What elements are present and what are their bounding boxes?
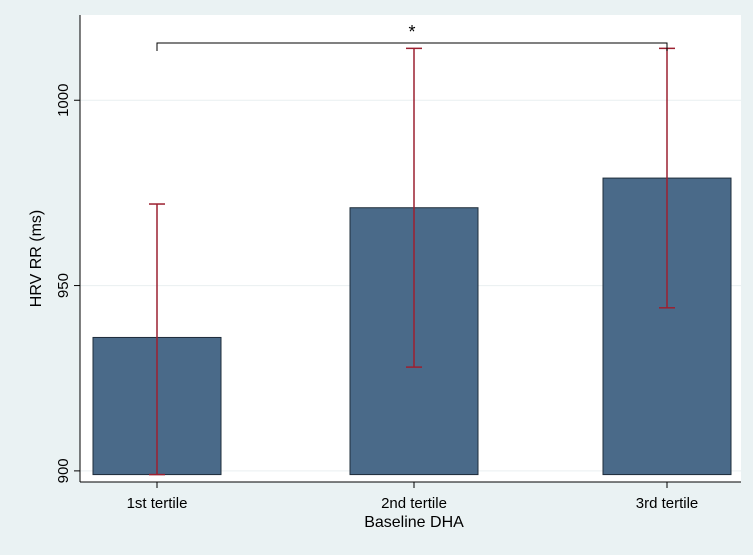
y-tick-label: 900 bbox=[55, 458, 72, 483]
x-axis-title: Baseline DHA bbox=[364, 514, 464, 531]
y-axis-title: HRV RR (ms) bbox=[28, 210, 45, 307]
significance-marker: * bbox=[408, 22, 415, 42]
y-tick-label: 950 bbox=[55, 273, 72, 298]
x-tick-label: 2nd tertile bbox=[381, 495, 447, 512]
x-tick-label: 3rd tertile bbox=[636, 495, 699, 512]
significance-bracket bbox=[156, 42, 668, 51]
x-tick-label: 1st tertile bbox=[127, 495, 188, 512]
y-tick-label: 1000 bbox=[55, 84, 72, 117]
